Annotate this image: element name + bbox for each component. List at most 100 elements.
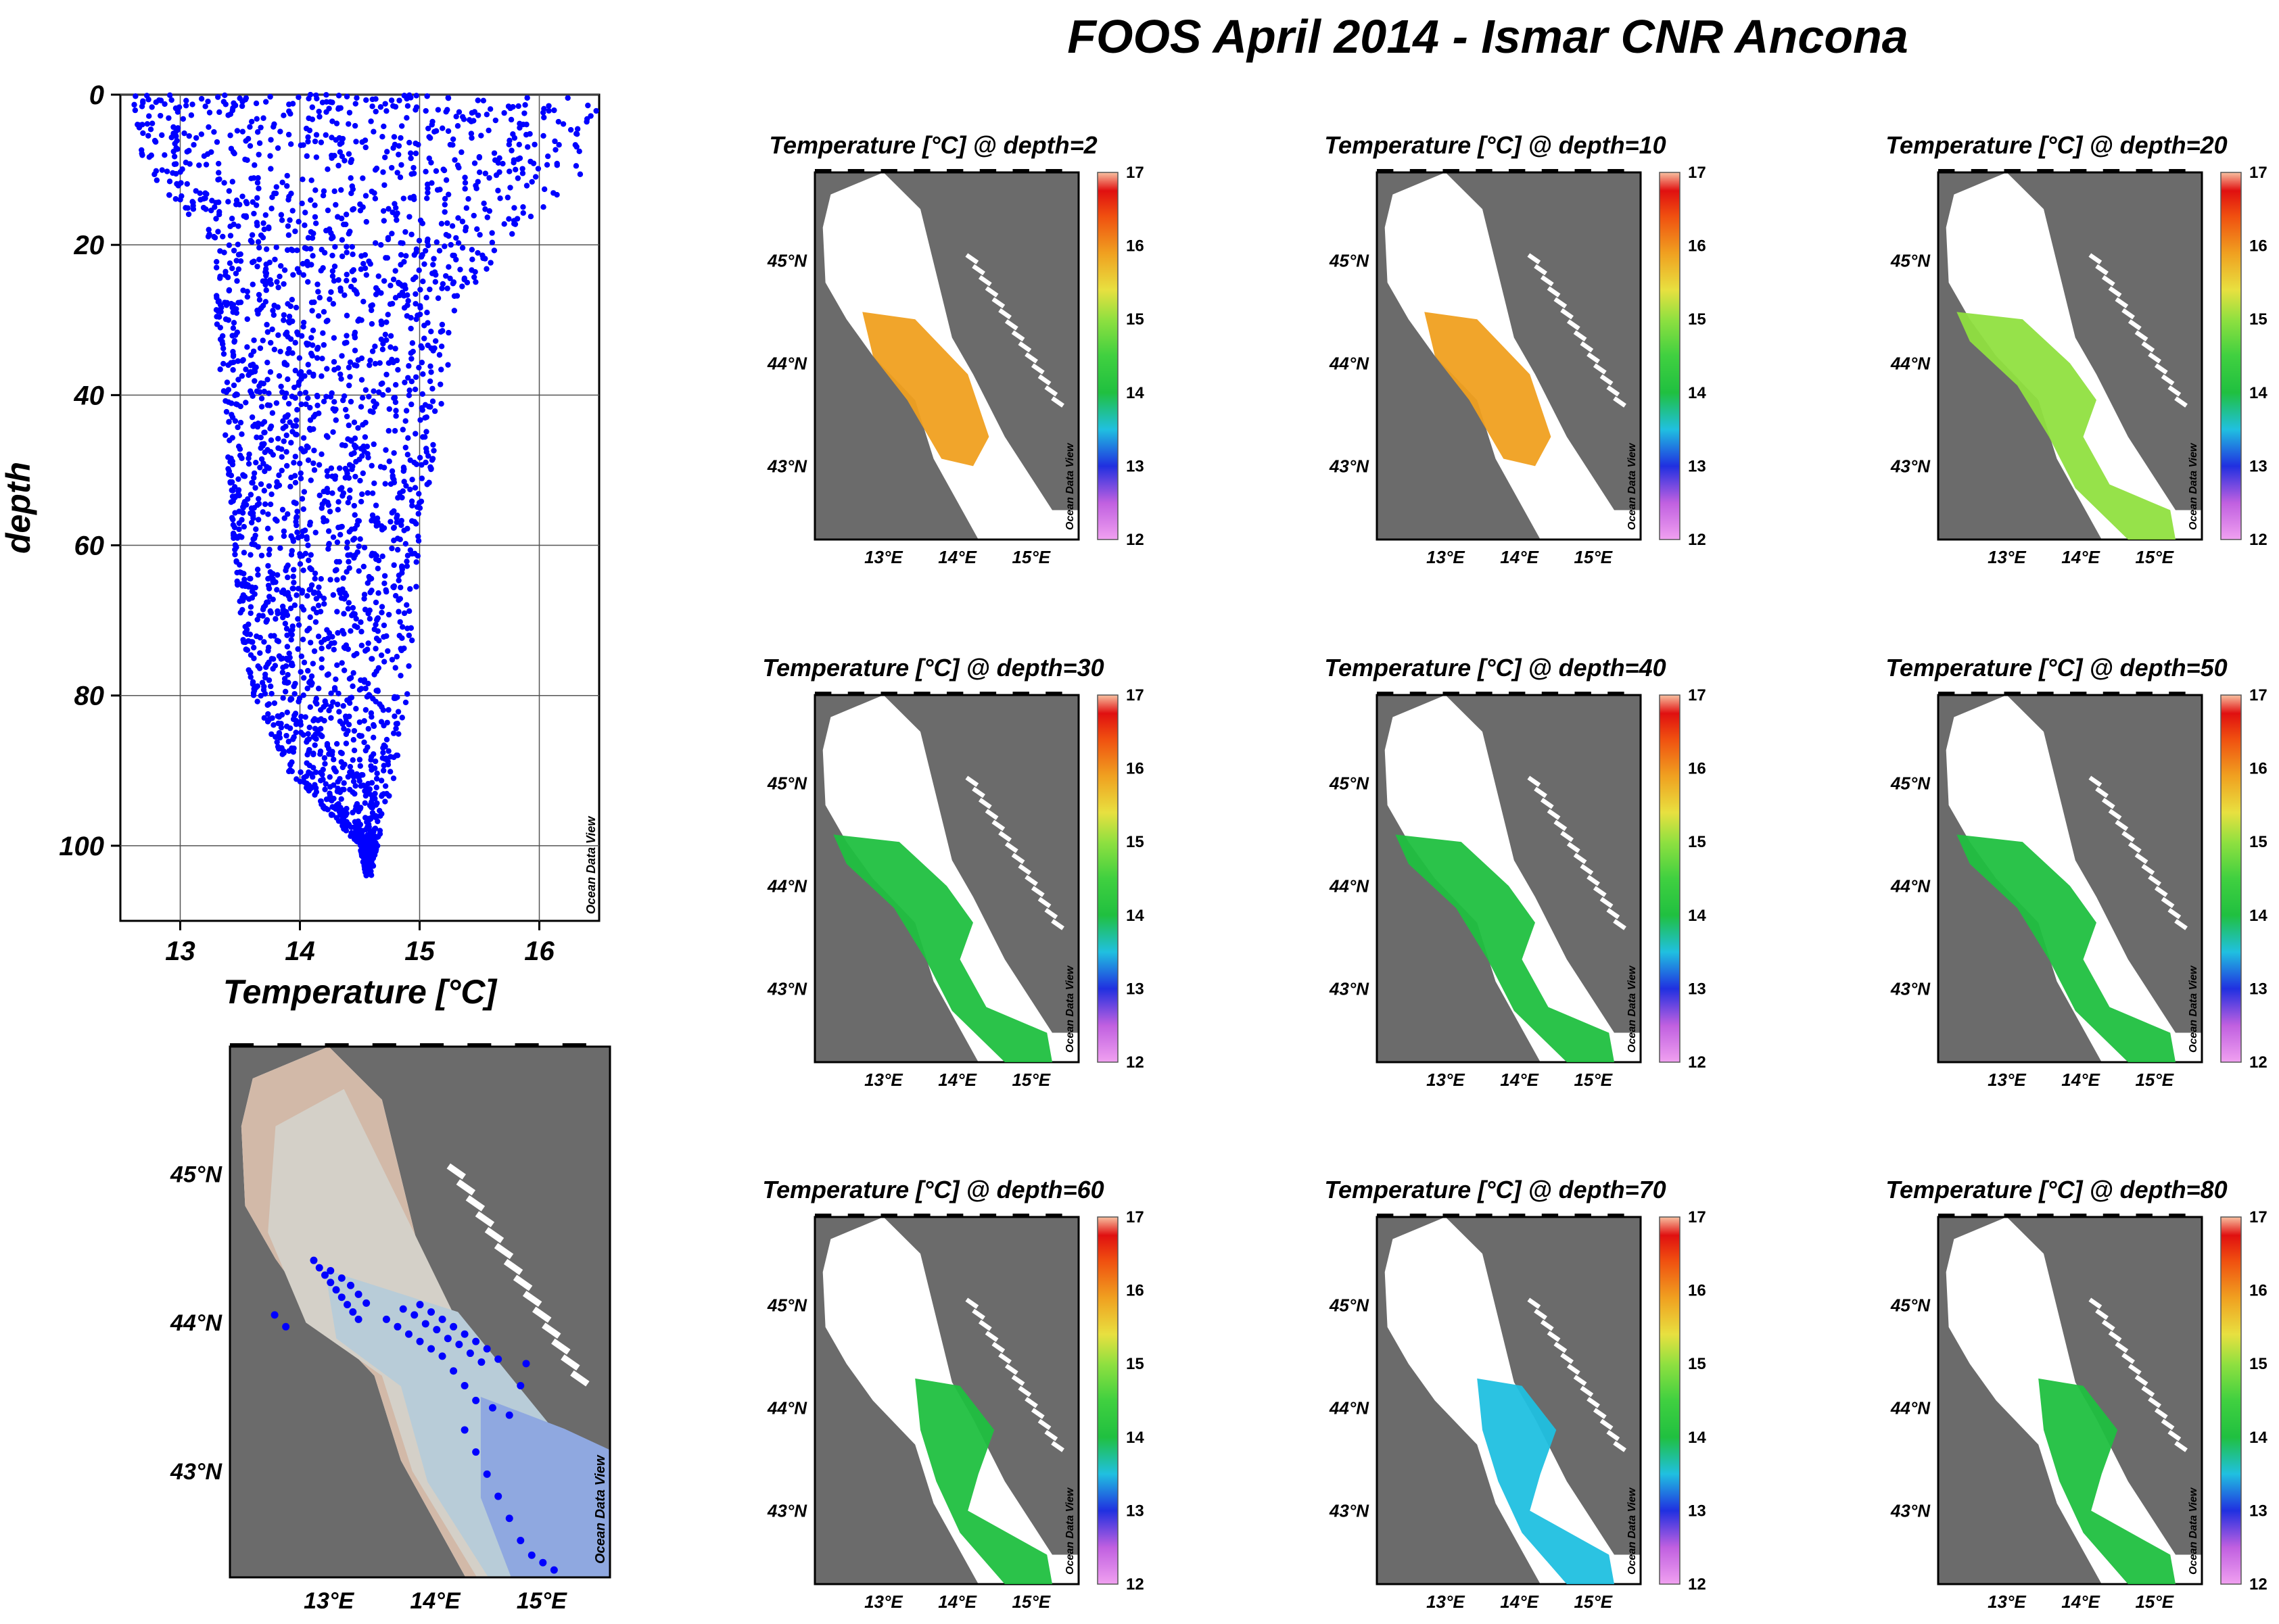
profile-point [355, 518, 361, 524]
profile-point [476, 169, 483, 175]
profile-point [361, 739, 367, 746]
station-map-island-channel [561, 1354, 580, 1371]
profile-point [368, 757, 374, 763]
map-depth-50-island-channel [2154, 886, 2168, 897]
profile-point [475, 112, 481, 118]
profile-point [229, 265, 235, 272]
profile-point [286, 345, 292, 352]
profile-point [356, 719, 363, 725]
profile-point [315, 344, 321, 351]
profile-point [329, 796, 335, 803]
map-depth-60-island-channel [1011, 1375, 1025, 1387]
profile-point [378, 652, 385, 659]
profile-point [343, 821, 349, 828]
profile-point [357, 834, 363, 841]
profile-point [453, 235, 459, 241]
map-depth-60-island-channel [1044, 1429, 1058, 1441]
profile-point [283, 423, 289, 429]
map-depth-70-border-tick [1476, 1214, 1493, 1217]
map-colorbar-tick: 17 [1688, 164, 1706, 182]
profile-point [235, 476, 241, 482]
profile-point [323, 132, 329, 138]
profile-point [312, 619, 319, 625]
profile-point [416, 267, 422, 273]
profile-point [504, 194, 511, 201]
map-depth-50-island-channel [2128, 842, 2142, 853]
profile-point [398, 123, 405, 129]
profile-point [300, 260, 306, 267]
profile-point [372, 167, 379, 173]
profile-point [275, 304, 281, 310]
profile-point [294, 406, 300, 413]
profile-point [446, 329, 452, 336]
profile-point [349, 466, 355, 473]
profile-point [253, 100, 260, 107]
profile-point [378, 318, 384, 325]
profile-point [250, 639, 256, 645]
station-map-island-channel [446, 1163, 466, 1180]
profile-point [444, 220, 450, 226]
profile-point [335, 162, 342, 169]
profile-point [524, 95, 530, 101]
profile-point [336, 709, 342, 715]
profile-point [352, 783, 358, 789]
profile-point [522, 102, 528, 108]
profile-point [241, 576, 248, 583]
profile-point [406, 392, 413, 398]
profile-point [140, 130, 146, 137]
profile-point [413, 104, 420, 110]
profile-point [257, 634, 263, 641]
profile-point [335, 506, 341, 513]
profile-point [254, 388, 260, 394]
profile-point [436, 352, 443, 358]
profile-point [268, 166, 274, 172]
profile-point [381, 525, 387, 531]
profile-point [428, 466, 434, 473]
profile-point [240, 473, 247, 479]
profile-point [290, 573, 296, 579]
profile-point [245, 621, 252, 627]
profile-point [231, 221, 237, 228]
profile-point [257, 650, 263, 656]
profile-point [280, 615, 286, 621]
map-depth-2-island-channel [1025, 352, 1038, 364]
profile-point [293, 431, 300, 438]
profile-point [387, 333, 394, 339]
profile-point [390, 730, 397, 736]
profile-point [365, 580, 371, 586]
map-depth-20-lat-label: 44°N [1890, 353, 1931, 373]
profile-point [267, 608, 273, 615]
profile-point [342, 406, 349, 413]
map-depth-80-island-channel [2108, 1331, 2122, 1342]
map-colorbar-tick: 15 [2249, 1355, 2268, 1373]
map-depth-70-island-channel [1593, 1408, 1607, 1419]
profile-point [236, 526, 242, 533]
map-depth-30-border-tick [1012, 692, 1029, 695]
profile-point [315, 602, 322, 608]
profile-point [230, 149, 237, 156]
station-point [332, 1286, 340, 1294]
profile-point [318, 139, 325, 145]
profile-point [273, 483, 280, 489]
profile-point [283, 655, 289, 662]
profile-point [258, 434, 264, 441]
map-colorbar-tick: 14 [2249, 1429, 2268, 1447]
profile-point [404, 558, 410, 565]
profile-point [392, 665, 398, 671]
station-map-lon-label: 13°E [304, 1588, 354, 1614]
profile-point [415, 538, 422, 544]
profile-point [325, 473, 331, 479]
profile-point [268, 437, 275, 444]
profile-point [459, 245, 466, 251]
map-depth-60-island-channel [1025, 1397, 1038, 1408]
map-depth-20-island-channel [2088, 253, 2102, 264]
profile-point [239, 373, 245, 379]
profile-point [298, 730, 304, 736]
profile-point [325, 546, 331, 552]
profile-point [540, 133, 546, 139]
profile-point [198, 95, 205, 102]
map-colorbar-tick: 16 [2249, 237, 2268, 256]
map-depth-70-island-channel [1553, 1341, 1568, 1354]
station-point [349, 1308, 357, 1316]
